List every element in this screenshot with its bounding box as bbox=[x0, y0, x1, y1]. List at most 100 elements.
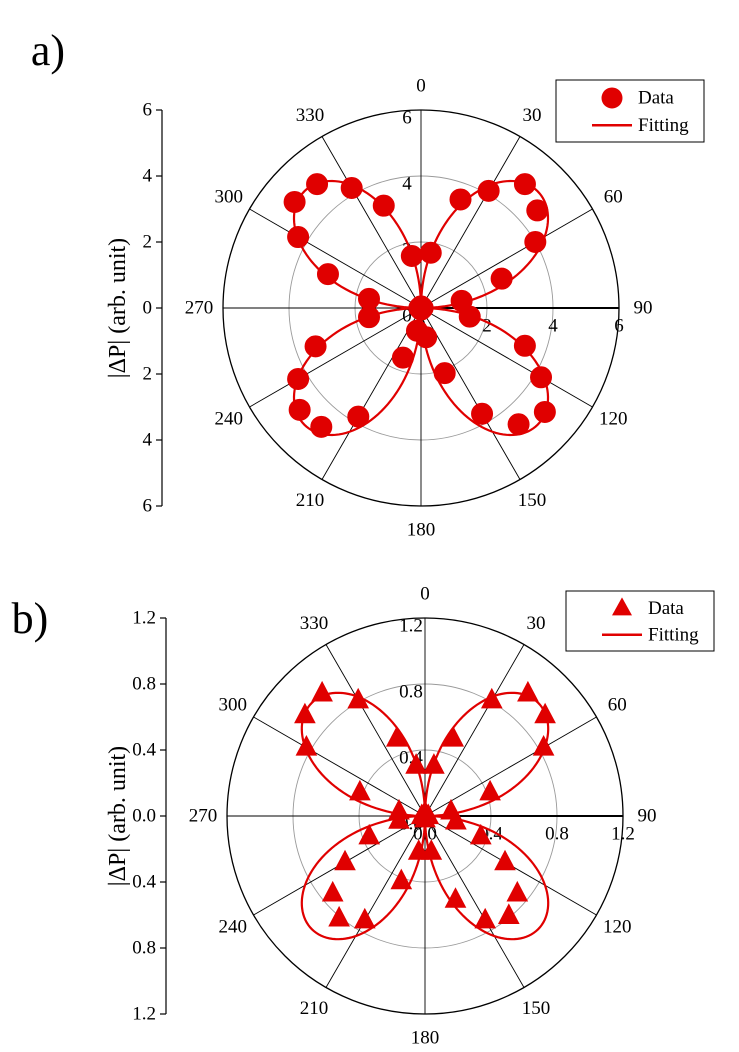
r-tick-label-horizontal: 6 bbox=[614, 316, 624, 337]
angle-label: 270 bbox=[189, 806, 218, 827]
y-tick-label: 0.8 bbox=[132, 938, 156, 959]
data-point bbox=[513, 173, 536, 196]
data-point bbox=[304, 335, 327, 358]
data-point bbox=[405, 753, 427, 774]
r-tick-label-horizontal: 1.2 bbox=[611, 824, 635, 845]
polar-spoke bbox=[321, 307, 422, 480]
polar-spoke bbox=[249, 208, 422, 309]
data-point bbox=[526, 199, 549, 222]
legend-box bbox=[565, 590, 715, 652]
data-point bbox=[433, 362, 456, 385]
data-point bbox=[458, 305, 481, 328]
data-point bbox=[480, 687, 503, 709]
y-tick-label: 4 bbox=[143, 430, 153, 451]
data-point bbox=[474, 907, 497, 929]
angle-label: 210 bbox=[300, 998, 329, 1019]
data-point bbox=[410, 803, 433, 825]
data-point bbox=[311, 680, 333, 702]
legend-label-fitting: Fitting bbox=[648, 624, 699, 645]
data-point bbox=[388, 798, 410, 820]
data-point bbox=[471, 402, 494, 425]
polar-spoke bbox=[420, 307, 521, 480]
data-point bbox=[442, 726, 465, 747]
data-point bbox=[490, 267, 513, 290]
legend: Data Fitting bbox=[565, 590, 715, 652]
data-point bbox=[288, 398, 311, 421]
data-point bbox=[524, 231, 547, 253]
data-point bbox=[328, 905, 350, 927]
data-point bbox=[445, 808, 467, 830]
data-point bbox=[494, 849, 516, 871]
y-tick-label: 6 bbox=[143, 496, 153, 517]
data-point bbox=[477, 179, 500, 202]
data-point bbox=[506, 880, 529, 902]
polar-spoke bbox=[420, 307, 593, 408]
data-point bbox=[533, 400, 556, 423]
data-point bbox=[405, 319, 428, 342]
data-point bbox=[287, 367, 310, 390]
angle-label: 300 bbox=[218, 695, 247, 716]
polar-spoke bbox=[420, 208, 593, 309]
angle-label: 0 bbox=[416, 76, 426, 97]
data-point bbox=[530, 366, 553, 389]
y-tick-label: 0.8 bbox=[132, 674, 156, 695]
y-tick-label: 1.2 bbox=[132, 1004, 156, 1025]
polar-spoke bbox=[325, 815, 426, 988]
angle-label: 210 bbox=[296, 490, 325, 511]
r-tick-label-vertical: 4 bbox=[402, 174, 412, 195]
angle-label: 330 bbox=[300, 613, 329, 634]
r-tick-label-vertical: 0.8 bbox=[399, 682, 423, 703]
data-point bbox=[408, 297, 431, 319]
y-tick-label: 2 bbox=[143, 364, 153, 385]
data-point bbox=[517, 680, 539, 702]
panel-a: a) 0 30 60 90 120 150 180 210 240 270 300 330 0 0 2 2 4 4 6… bbox=[31, 26, 705, 541]
y-tick-label: 2 bbox=[143, 232, 153, 253]
angle-label: 330 bbox=[296, 105, 325, 126]
r-tick-label-vertical: 6 bbox=[402, 108, 412, 129]
data-point bbox=[507, 413, 530, 436]
angle-label: 180 bbox=[411, 1028, 440, 1049]
legend-label-data: Data bbox=[648, 598, 684, 619]
data-point bbox=[358, 823, 381, 845]
y-tick-label: 1.2 bbox=[132, 608, 156, 629]
legend-marker bbox=[612, 597, 632, 616]
data-point bbox=[358, 287, 381, 310]
data-point bbox=[294, 702, 316, 724]
data-point bbox=[334, 849, 356, 871]
polar-spoke bbox=[424, 815, 525, 988]
data-point bbox=[532, 735, 555, 756]
data-point bbox=[400, 245, 423, 268]
data-point bbox=[390, 868, 413, 890]
data-point bbox=[423, 753, 445, 774]
data-point bbox=[385, 726, 408, 747]
data-point bbox=[479, 779, 501, 801]
angle-label: 300 bbox=[214, 187, 243, 208]
legend-label-fitting: Fitting bbox=[638, 115, 689, 136]
y-tick-label: 0.4 bbox=[132, 740, 156, 761]
data-point bbox=[391, 346, 414, 369]
polar-spoke bbox=[253, 716, 426, 817]
panel-label: a) bbox=[31, 26, 65, 75]
data-point bbox=[407, 839, 430, 860]
data-point bbox=[287, 226, 310, 249]
data-point bbox=[372, 194, 395, 217]
data-point bbox=[316, 263, 339, 286]
data-point bbox=[347, 405, 370, 428]
y-axis-label: |ΔP| (arb. unit) bbox=[105, 238, 131, 378]
data-point bbox=[469, 823, 492, 845]
angle-label: 30 bbox=[523, 105, 542, 126]
panel-b: b)03060901201501802102402703003300.00.00… bbox=[12, 584, 715, 1049]
angle-label: 150 bbox=[518, 490, 547, 511]
polar-spoke bbox=[249, 307, 422, 408]
legend-label-data: Data bbox=[638, 87, 674, 108]
y-axis-label: |ΔP| (arb. unit) bbox=[105, 746, 131, 886]
y-tick-label: 0 bbox=[143, 298, 153, 319]
data-point bbox=[497, 903, 520, 924]
data-point bbox=[310, 415, 333, 438]
legend-marker bbox=[601, 87, 623, 109]
legend-box bbox=[555, 79, 705, 143]
angle-label: 120 bbox=[603, 917, 632, 938]
data-point bbox=[321, 880, 344, 902]
data-point bbox=[534, 702, 556, 724]
angle-label: 60 bbox=[608, 695, 627, 716]
